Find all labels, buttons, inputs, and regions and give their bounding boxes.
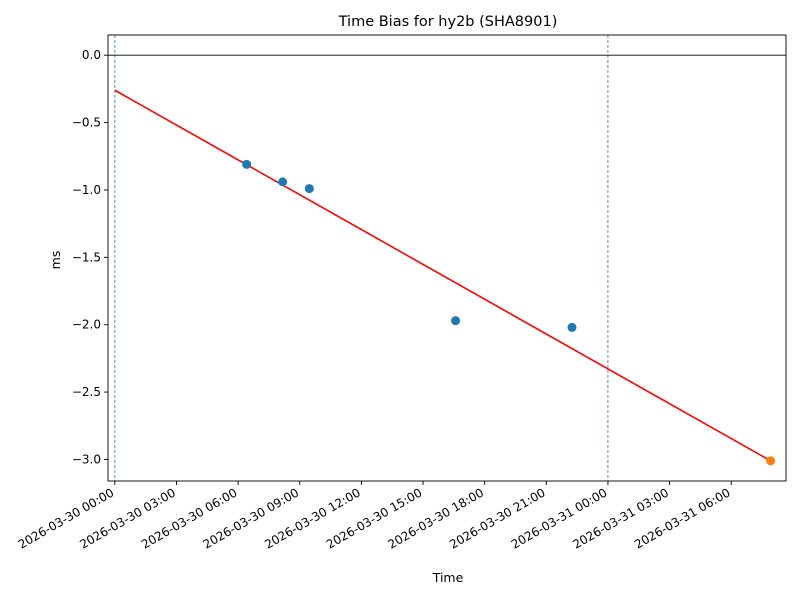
data-layer <box>108 35 786 481</box>
y-tick-label: −1.0 <box>72 183 101 197</box>
y-tick-label: −1.5 <box>72 250 101 264</box>
data-point <box>766 456 776 466</box>
y-tick-label: −3.0 <box>72 452 101 466</box>
y-axis-label: ms <box>48 251 63 270</box>
y-tick-label: −2.0 <box>72 318 101 332</box>
data-point <box>567 322 577 332</box>
x-axis-label: Time <box>432 570 464 585</box>
data-point <box>451 316 461 326</box>
plot-frame <box>107 34 787 482</box>
data-point <box>304 184 314 194</box>
trend-line <box>114 89 771 462</box>
y-tick-label: 0.0 <box>82 48 101 62</box>
y-tick-label: −2.5 <box>72 385 101 399</box>
y-tick-label: −0.5 <box>72 116 101 130</box>
data-point <box>278 177 288 187</box>
data-point <box>242 159 252 169</box>
chart-title: Time Bias for hy2b (SHA8901) <box>338 14 558 30</box>
